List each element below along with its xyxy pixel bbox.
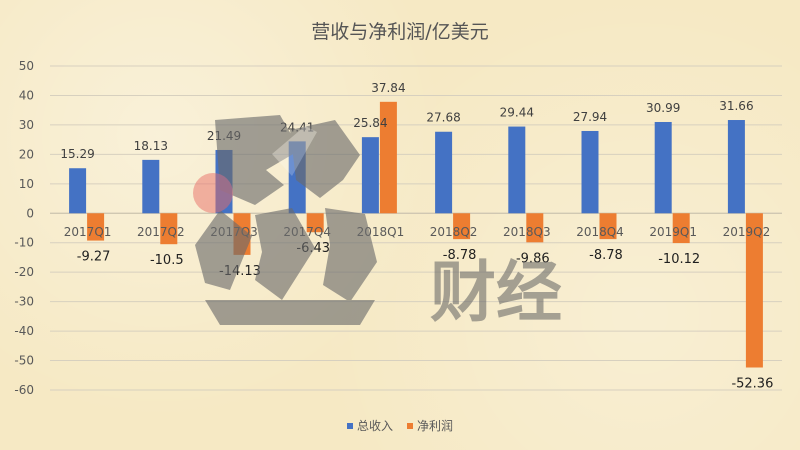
legend-swatch [407, 423, 413, 429]
y-tick-label: -10 [14, 236, 34, 250]
y-tick-label: 0 [26, 206, 34, 220]
profit-data-label: -8.78 [589, 248, 623, 263]
profit-data-label: -9.27 [77, 250, 111, 265]
profit-bar [672, 213, 690, 244]
profit-bar [453, 213, 471, 240]
watermark: 财经 [193, 115, 562, 331]
profit-bar [526, 213, 544, 243]
y-tick-label: -40 [14, 324, 34, 338]
y-tick-label: -60 [14, 383, 34, 397]
y-tick-label: 20 [19, 147, 34, 161]
revenue-bar [581, 130, 599, 214]
x-tick-label: 2018Q2 [430, 225, 478, 239]
y-tick-label: 30 [19, 118, 34, 132]
y-axis: 50 40 30 20 10 0 -10 -20 -30 -40 -50 -60 [14, 59, 34, 397]
x-tick-label: 2019Q1 [649, 225, 697, 239]
profit-data-label: -52.36 [731, 376, 773, 391]
profit-bar [379, 101, 397, 214]
revenue-data-label: 15.29 [60, 147, 94, 161]
profit-data-label: -10.12 [658, 252, 700, 267]
profit-data-label: 37.84 [371, 81, 405, 95]
watermark-logo [193, 115, 377, 325]
y-tick-label: -30 [14, 295, 34, 309]
chart-title: 营收与净利润/亿美元 [311, 21, 488, 43]
profit-data-label: -8.78 [443, 248, 477, 263]
revenue-data-label: 25.84 [353, 116, 387, 130]
revenue-bar [654, 121, 672, 214]
x-tick-label: 2018Q3 [503, 225, 551, 239]
legend-label: 总收入 [357, 419, 393, 433]
revenue-bar [69, 168, 87, 214]
profit-data-label: -9.86 [516, 251, 550, 266]
legend-label: 净利润 [417, 419, 453, 433]
revenue-data-label: 30.99 [646, 101, 680, 115]
revenue-bar [361, 137, 379, 214]
legend-item-profit: 净利润 [407, 419, 453, 433]
y-tick-label: 40 [19, 88, 34, 102]
y-tick-label: -20 [14, 265, 34, 279]
x-tick-label: 2019Q2 [723, 225, 771, 239]
revenue-data-label: 31.66 [719, 99, 753, 113]
profit-bar [87, 213, 105, 241]
revenue-bar [435, 131, 453, 214]
y-tick-label: 50 [19, 59, 34, 73]
watermark-text: 财经 [430, 254, 562, 331]
x-tick-label: 2017Q1 [64, 225, 112, 239]
y-tick-label: -50 [14, 354, 34, 368]
watermark-red-dot [193, 173, 233, 213]
revenue-bar [142, 159, 160, 214]
revenue-data-label: 27.94 [573, 110, 607, 124]
profit-bar [599, 213, 617, 240]
legend-item-revenue: 总收入 [347, 419, 393, 433]
revenue-bar [727, 120, 745, 214]
legend-swatch [347, 423, 353, 429]
y-tick-label: 10 [19, 177, 34, 191]
revenue-data-label: 18.13 [134, 139, 168, 153]
profit-bar [306, 213, 324, 233]
x-tick-label: 2017Q2 [137, 225, 185, 239]
revenue-data-label: 29.44 [500, 106, 534, 120]
profit-bar [745, 213, 763, 368]
profit-data-label: -10.5 [150, 253, 184, 268]
x-tick-label: 2018Q4 [576, 225, 624, 239]
legend: 总收入 净利润 [347, 419, 453, 433]
revenue-data-label: 27.68 [426, 111, 460, 125]
revenue-bar [508, 126, 526, 214]
x-axis-labels: 2017Q12017Q22017Q32017Q42018Q12018Q22018… [64, 225, 770, 239]
profit-bar [160, 213, 178, 245]
